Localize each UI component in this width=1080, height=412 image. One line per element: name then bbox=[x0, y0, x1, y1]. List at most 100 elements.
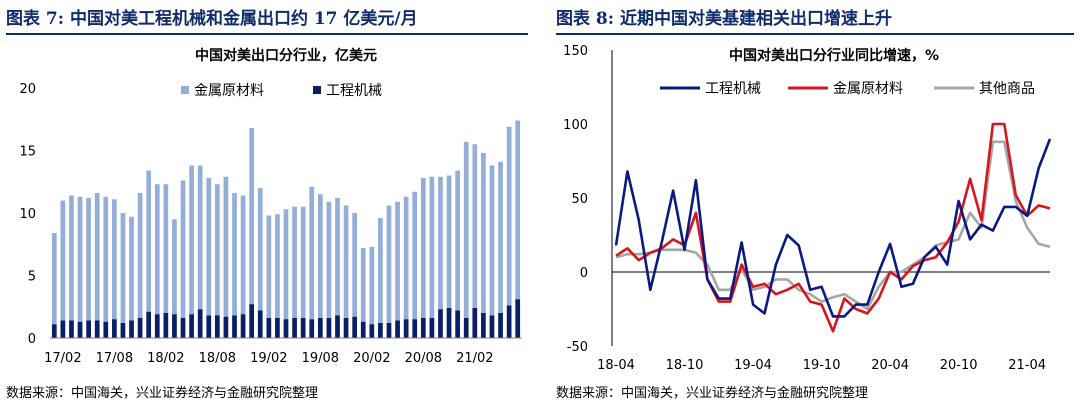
bar-machinery bbox=[412, 319, 418, 338]
bar-metal bbox=[446, 175, 452, 308]
bar-metal bbox=[103, 196, 109, 322]
bar-machinery bbox=[498, 313, 503, 338]
legend-swatch-machinery bbox=[313, 86, 321, 94]
x-tick-label: 17/08 bbox=[96, 351, 133, 366]
bar-machinery bbox=[154, 314, 160, 338]
x-tick-label: 21/02 bbox=[456, 351, 493, 366]
bar-machinery bbox=[335, 315, 340, 338]
bar-machinery bbox=[257, 310, 263, 338]
y-tick-label: 15 bbox=[19, 145, 36, 160]
bar-metal bbox=[412, 191, 418, 320]
bar-metal bbox=[283, 209, 289, 320]
chart-1-title: 中国对美出口分行业，亿美元 bbox=[195, 47, 377, 64]
chart-2-title: 中国对美出口分行业同比增速，% bbox=[729, 47, 939, 64]
bar-metal bbox=[335, 198, 340, 316]
bar-machinery bbox=[232, 315, 237, 338]
bar-machinery bbox=[420, 318, 426, 338]
bar-machinery bbox=[266, 318, 272, 338]
x-tick-label: 20-04 bbox=[871, 358, 909, 373]
bar-machinery bbox=[189, 314, 194, 338]
bar-metal bbox=[481, 153, 486, 313]
bar-metal bbox=[180, 180, 186, 318]
bar-machinery bbox=[197, 309, 203, 338]
bar-machinery bbox=[438, 309, 443, 338]
bar-metal bbox=[154, 184, 160, 315]
bar-metal bbox=[249, 128, 255, 305]
bar-metal bbox=[189, 165, 194, 315]
bar-machinery bbox=[386, 323, 392, 338]
legend-machinery-label: 工程机械 bbox=[705, 81, 761, 97]
bar-machinery bbox=[223, 316, 229, 338]
bar-metal bbox=[172, 219, 177, 315]
y-tick-label: 5 bbox=[28, 270, 36, 285]
bar-machinery bbox=[94, 320, 100, 338]
x-tick-label: 21-04 bbox=[1008, 358, 1046, 373]
bar-metal bbox=[51, 233, 57, 325]
bar-metal bbox=[69, 195, 74, 321]
x-tick-label: 18/02 bbox=[147, 351, 184, 366]
bar-machinery bbox=[429, 318, 435, 338]
bar-machinery bbox=[51, 324, 57, 338]
bar-metal bbox=[420, 178, 426, 318]
y-tick-label: 100 bbox=[563, 118, 588, 133]
bar-metal bbox=[112, 199, 117, 320]
bar-machinery bbox=[326, 318, 332, 338]
x-tick-label: 19-10 bbox=[803, 358, 841, 373]
bar-machinery bbox=[360, 321, 366, 338]
bar-machinery bbox=[137, 318, 143, 338]
bar-machinery bbox=[455, 310, 460, 338]
bar-metal bbox=[472, 144, 478, 308]
y-tick-label: 0 bbox=[580, 266, 588, 281]
y-tick-label: -50 bbox=[567, 340, 588, 355]
bar-machinery bbox=[163, 313, 169, 338]
bar-metal bbox=[275, 214, 280, 318]
bar-machinery bbox=[240, 314, 246, 338]
bar-machinery bbox=[275, 318, 280, 338]
y-tick-label: 150 bbox=[563, 44, 588, 59]
figure-8-source: 数据来源：中国海关，兴业证券经济与金融研究院整理 bbox=[556, 386, 869, 401]
x-tick-label: 18-04 bbox=[597, 358, 635, 373]
y-tick-label: 20 bbox=[19, 82, 36, 97]
bar-machinery bbox=[446, 308, 452, 338]
bar-metal bbox=[386, 205, 392, 323]
x-tick-label: 19-04 bbox=[734, 358, 772, 373]
x-tick-label: 20-10 bbox=[940, 358, 978, 373]
figure-7-title: 图表 7: 中国对美工程机械和金属出口约 17 亿美元/月 bbox=[6, 9, 418, 29]
bar-metal bbox=[129, 216, 134, 321]
bar-metal bbox=[455, 170, 460, 311]
figure-7-title-rule bbox=[6, 33, 528, 35]
bar-metal bbox=[163, 184, 169, 313]
bar-metal bbox=[463, 141, 469, 318]
bar-machinery bbox=[463, 318, 469, 338]
bar-machinery bbox=[180, 318, 186, 338]
bar-metal bbox=[240, 195, 246, 315]
bar-metal bbox=[403, 196, 409, 320]
figure-8-title: 图表 8: 近期中国对美基建相关出口增速上升 bbox=[556, 9, 892, 29]
bar-metal bbox=[489, 165, 495, 316]
bar-machinery bbox=[481, 313, 486, 338]
bar-machinery bbox=[309, 319, 315, 338]
x-tick-label: 19/02 bbox=[250, 351, 287, 366]
bar-machinery bbox=[300, 318, 306, 338]
bar-metal bbox=[343, 205, 349, 318]
bar-machinery bbox=[317, 318, 323, 338]
bar-machinery bbox=[112, 319, 117, 338]
legend-metal-label: 金属原材料 bbox=[833, 81, 903, 97]
bar-metal bbox=[60, 200, 66, 321]
line-chart-export-growth: 中国对美出口分行业同比增速，% -50 0 50 100 150 18-04 18-10 19-… bbox=[563, 44, 1052, 373]
bar-machinery bbox=[283, 319, 289, 338]
x-tick-label: 20/02 bbox=[353, 351, 390, 366]
bar-machinery bbox=[129, 320, 134, 338]
bar-metal bbox=[214, 184, 220, 316]
figure-8-title-rule bbox=[556, 33, 1074, 35]
bar-metal bbox=[257, 188, 263, 311]
x-tick-label: 18/08 bbox=[199, 351, 236, 366]
bar-machinery bbox=[369, 324, 375, 338]
bar-chart-export-by-industry: 中国对美出口分行业，亿美元 0 5 10 15 20 17/02 17/08 18/02 18/0… bbox=[19, 47, 522, 366]
legend-label-machinery: 工程机械 bbox=[326, 83, 382, 99]
series-line-machinery bbox=[614, 138, 1052, 318]
x-tick-label: 17/02 bbox=[44, 351, 81, 366]
bar-metal bbox=[369, 246, 375, 325]
bar-machinery bbox=[86, 320, 91, 338]
